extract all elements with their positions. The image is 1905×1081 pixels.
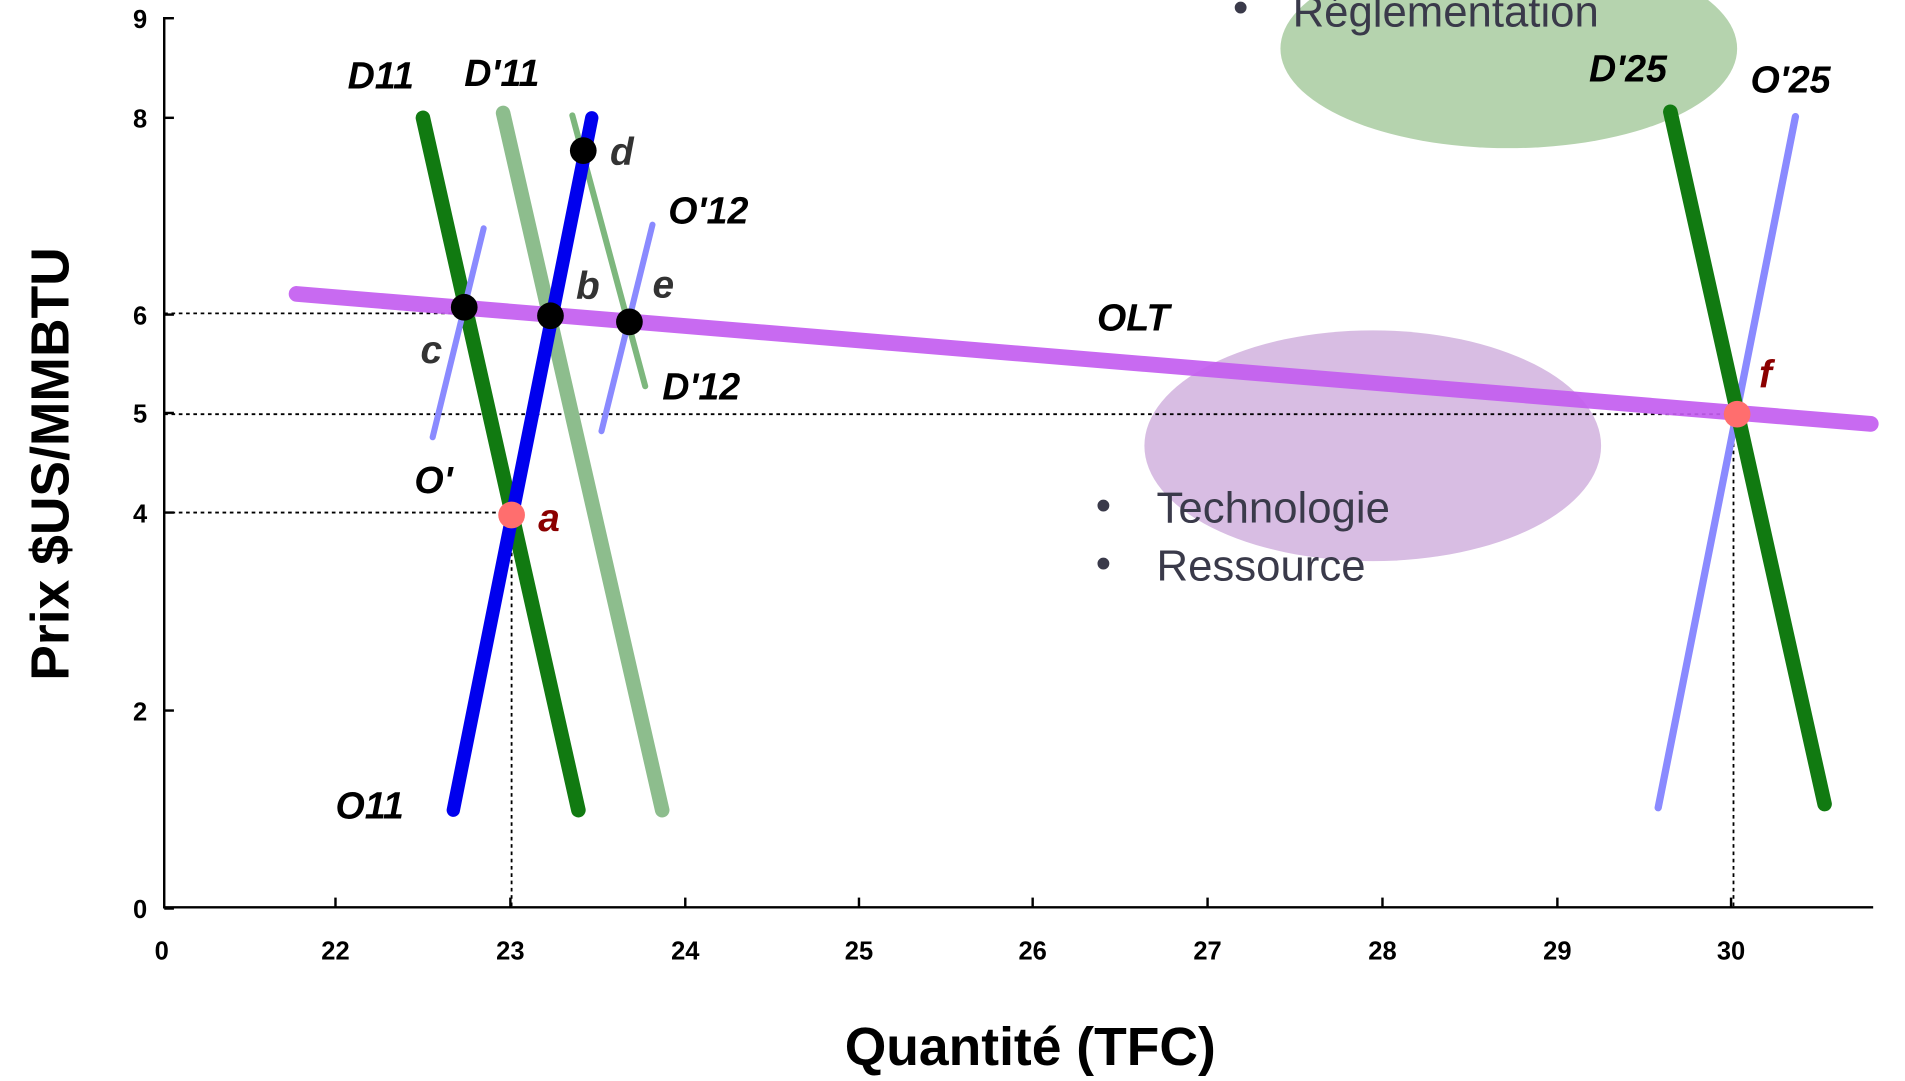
x-ticks: 0 22 23 24 25 26 27 28 29 30 [155, 897, 1745, 966]
y-tick-label: 9 [133, 6, 147, 34]
point-label: b [576, 265, 600, 308]
x-tick-label: 29 [1543, 938, 1571, 966]
y-axis-label: Prix $US/MMBTU [21, 247, 80, 681]
bullet: • [1233, 0, 1248, 32]
x-tick-label: 30 [1717, 938, 1745, 966]
bubble-text: Technologie [1157, 483, 1390, 532]
x-tick-label: 25 [845, 938, 873, 966]
curves [288, 104, 1879, 818]
bubble-text: Ressource [1157, 542, 1366, 591]
point-label: a [538, 497, 560, 540]
y-tick-label: 4 [133, 500, 148, 528]
y-tick-label: 6 [133, 302, 147, 330]
x-tick-label: 0 [155, 938, 169, 966]
point [450, 293, 478, 321]
x-tick-label: 23 [496, 938, 524, 966]
curve [1654, 112, 1800, 812]
point [616, 308, 643, 336]
y-tick-label: 5 [133, 401, 147, 429]
y-ticks: 9 8 6 5 4 2 0 [133, 6, 174, 924]
point-label: d [610, 131, 635, 174]
point [1723, 400, 1751, 428]
curve-label: O'25 [1750, 58, 1831, 100]
point [537, 302, 564, 330]
curve [415, 110, 586, 818]
curve-label: D'11 [464, 52, 539, 94]
point-label: f [1759, 353, 1776, 396]
x-tick-label: 27 [1193, 938, 1221, 966]
curve [446, 111, 599, 817]
bullet: • [1096, 481, 1111, 530]
curve-label: O'12 [668, 189, 748, 231]
curve-label: D11 [348, 55, 414, 97]
point [498, 501, 525, 529]
bubble-text: Réglementation [1293, 0, 1599, 37]
curve-label: OLT [1097, 296, 1172, 338]
curve-label: O11 [335, 785, 403, 827]
bubble-top [1280, 0, 1738, 149]
curve-label: O' [414, 459, 453, 501]
x-axis-label: Quantité (TFC) [845, 1018, 1216, 1077]
x-tick-label: 28 [1368, 938, 1396, 966]
curve [495, 105, 670, 818]
curve-label: D'25 [1589, 47, 1668, 89]
point-label: c [421, 329, 443, 372]
point [569, 137, 597, 164]
x-tick-label: 22 [321, 938, 349, 966]
curve [1663, 104, 1832, 812]
bullet: • [1096, 539, 1111, 588]
curve-label: D'12 [662, 366, 740, 408]
point-label: e [652, 264, 674, 307]
x-tick-label: 26 [1018, 938, 1046, 966]
y-tick-label: 8 [133, 106, 147, 134]
y-tick-label: 2 [133, 698, 147, 726]
y-tick-label: 0 [133, 896, 147, 924]
curve [429, 225, 487, 441]
x-tick-label: 24 [671, 938, 700, 966]
